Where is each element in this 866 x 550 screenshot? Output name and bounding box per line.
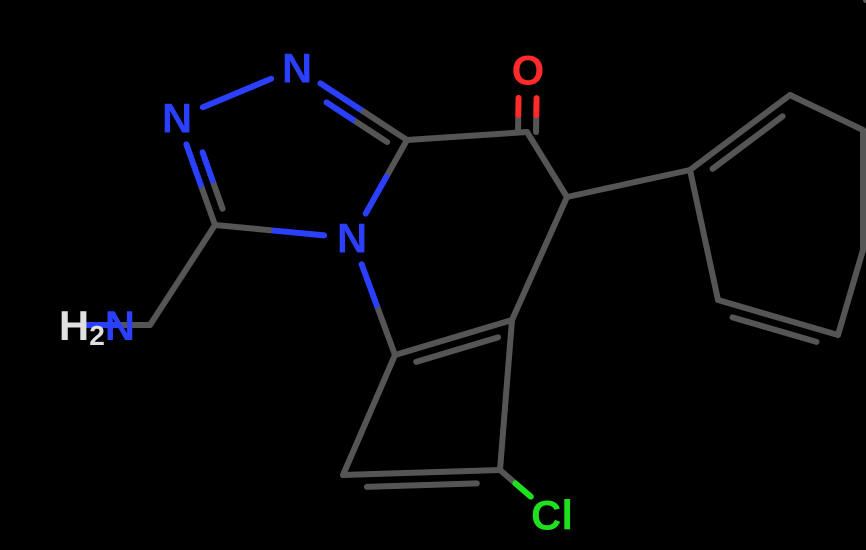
molecule-diagram: N N N H2N O Cl [0, 0, 866, 550]
atom-label: O [512, 47, 545, 94]
atom-label: Cl [531, 492, 573, 539]
atom-label: N [337, 215, 367, 262]
atom-label: N [282, 45, 312, 92]
atom-label: N [162, 95, 192, 142]
atom-label: H2N [59, 302, 135, 351]
